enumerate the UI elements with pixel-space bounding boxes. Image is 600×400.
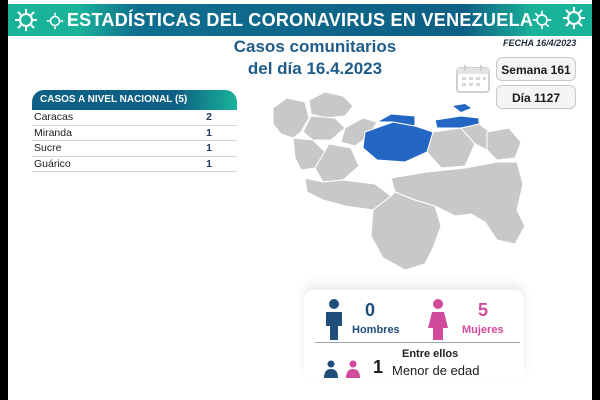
map-island-margarita	[453, 104, 471, 112]
state-name: Guárico	[34, 157, 71, 170]
header-banner	[8, 4, 592, 36]
scan-border-right	[592, 0, 600, 400]
map-state-zulia	[272, 97, 310, 139]
woman-icon	[428, 299, 448, 340]
women-label: Mujeres	[462, 324, 504, 336]
child-boy-icon	[324, 360, 338, 378]
case-count: 1	[206, 142, 212, 155]
venezuela-map	[272, 91, 526, 271]
cases-table: Caracas 2 Miranda 1 Sucre 1 Guárico 1	[32, 110, 237, 172]
case-count: 1	[206, 126, 212, 139]
stats-panel	[304, 290, 524, 382]
among-label: Entre ellos	[402, 348, 459, 360]
man-icon	[326, 299, 342, 340]
virus-icon-left-2	[46, 12, 64, 30]
map-state-miranda-highlighted	[375, 113, 416, 127]
table-row: Sucre 1	[32, 141, 237, 157]
page-title: ESTADÍSTICAS DEL CORONAVIRUS EN VENEZUEL…	[66, 10, 534, 30]
map-state-delta	[486, 127, 522, 161]
virus-icon-right-2	[563, 7, 585, 29]
table-row: Miranda 1	[32, 126, 237, 141]
child-girl-icon	[346, 360, 360, 378]
subtitle: Casos comunitarios del día 16.4.2023	[160, 36, 470, 80]
scan-border-left	[0, 0, 8, 400]
virus-icon-left-1	[15, 9, 37, 31]
map-state-apure	[304, 177, 392, 211]
minor-count: 1	[373, 357, 384, 377]
minor-label: Menor de edad	[392, 363, 480, 378]
date-label: FECHA 16/4/2023	[503, 38, 577, 48]
women-count: 5	[478, 300, 489, 320]
map-state-amazonas	[370, 191, 442, 271]
state-name: Miranda	[34, 126, 72, 139]
virus-icon-right-1	[532, 10, 552, 30]
map-state-sucre-highlighted	[434, 115, 480, 129]
stats-divider	[315, 342, 520, 343]
table-row: Guárico 1	[32, 157, 237, 172]
state-name: Caracas	[34, 111, 74, 124]
state-name: Sucre	[34, 142, 62, 155]
men-label: Hombres	[352, 324, 400, 336]
subtitle-line-1: Casos comunitarios	[233, 37, 397, 56]
table-row: Caracas 2	[32, 110, 237, 126]
case-count: 2	[206, 111, 212, 124]
map-state-falcon	[308, 91, 354, 119]
cases-table-header: CASOS A NIVEL NACIONAL (5)	[32, 90, 237, 110]
subtitle-line-2: del día 16.4.2023	[247, 59, 383, 78]
calendar-icon	[456, 65, 490, 93]
map-state-lara	[302, 115, 346, 141]
week-badge: Semana 161	[496, 57, 576, 81]
case-count: 1	[206, 157, 212, 170]
day-badge: Día 1127	[496, 85, 576, 109]
men-count: 0	[365, 300, 376, 320]
